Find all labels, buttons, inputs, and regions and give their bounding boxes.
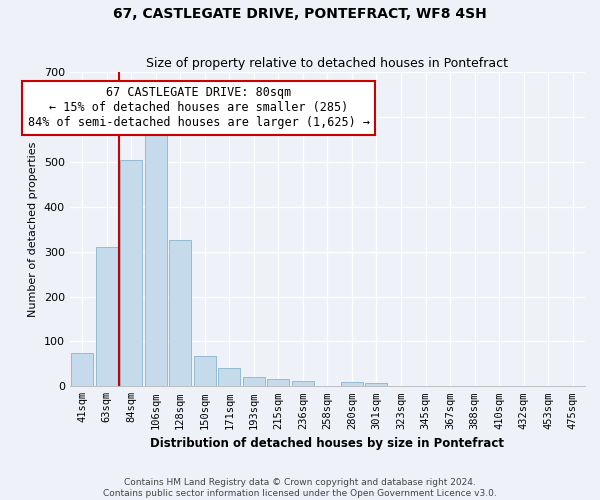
Bar xyxy=(95,247,118,386)
Text: 67, CASTLEGATE DRIVE, PONTEFRACT, WF8 4SH: 67, CASTLEGATE DRIVE, PONTEFRACT, WF8 4S… xyxy=(113,8,487,22)
Y-axis label: Number of detached properties: Number of detached properties xyxy=(28,142,38,317)
Bar xyxy=(120,160,142,386)
Bar xyxy=(341,382,363,386)
Text: Contains HM Land Registry data © Crown copyright and database right 2024.
Contai: Contains HM Land Registry data © Crown c… xyxy=(103,478,497,498)
Text: 67 CASTLEGATE DRIVE: 80sqm
← 15% of detached houses are smaller (285)
84% of sem: 67 CASTLEGATE DRIVE: 80sqm ← 15% of deta… xyxy=(28,86,370,130)
Bar xyxy=(267,378,289,386)
Bar xyxy=(71,352,93,386)
Bar xyxy=(145,128,167,386)
Bar xyxy=(243,378,265,386)
Bar xyxy=(292,381,314,386)
Title: Size of property relative to detached houses in Pontefract: Size of property relative to detached ho… xyxy=(146,56,508,70)
Bar xyxy=(365,383,388,386)
Bar xyxy=(218,368,240,386)
X-axis label: Distribution of detached houses by size in Pontefract: Distribution of detached houses by size … xyxy=(151,437,505,450)
Bar xyxy=(169,240,191,386)
Bar xyxy=(194,356,216,386)
